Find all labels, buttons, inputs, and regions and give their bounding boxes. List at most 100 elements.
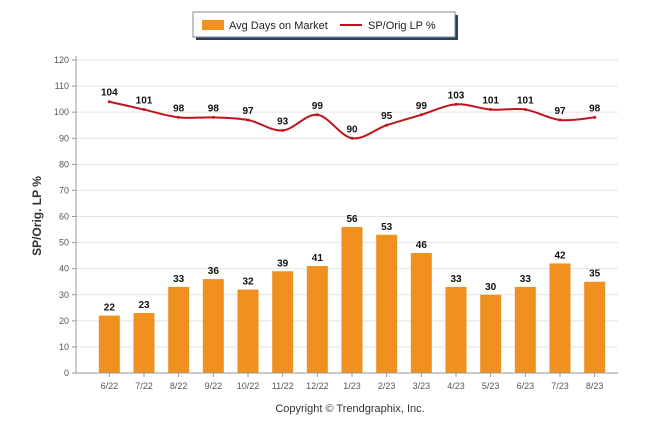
bar-value-label: 35 <box>589 269 601 280</box>
x-tick-label: 7/23 <box>551 381 569 391</box>
legend-box <box>192 11 456 38</box>
line-point <box>523 108 527 112</box>
line-layer <box>107 100 597 140</box>
bar <box>445 286 467 373</box>
x-tick-label: 9/22 <box>205 381 223 391</box>
legend: Avg Days on Market SP/Orig LP % <box>192 11 458 40</box>
y-tick-label: 50 <box>59 238 69 248</box>
line-point <box>489 108 493 112</box>
bar-value-label: 33 <box>520 274 532 285</box>
x-tick-label: 4/23 <box>447 381 465 391</box>
bar <box>514 286 536 373</box>
bar-value-label: 56 <box>346 214 358 225</box>
bar-value-label: 42 <box>554 250 566 261</box>
x-tick-label: 7/22 <box>135 381 153 391</box>
data-labels-layer: 22 23 33 36 32 39 41 56 53 46 33 30 33 42 35 104 101 98 98… <box>101 88 601 314</box>
line-point <box>454 102 458 106</box>
bar <box>306 266 328 373</box>
x-tick-label: 8/22 <box>170 381 188 391</box>
x-tick-label: 8/23 <box>586 381 604 391</box>
y-tick-label: 90 <box>59 133 69 143</box>
bar <box>341 226 363 373</box>
line-point <box>558 118 562 122</box>
bar-value-label: 46 <box>416 240 428 251</box>
bar <box>376 234 398 373</box>
x-tick-label: 11/22 <box>272 381 294 391</box>
x-tick-label: 2/23 <box>378 381 396 391</box>
line-value-label: 101 <box>517 96 534 107</box>
line-value-label: 97 <box>554 106 566 117</box>
bar-value-label: 32 <box>242 277 254 288</box>
bar <box>133 313 155 373</box>
bars-layer <box>98 226 606 373</box>
bar <box>584 281 606 373</box>
bar-value-label: 22 <box>104 303 116 314</box>
y-tick-label: 100 <box>54 107 69 117</box>
line-value-label: 101 <box>482 96 499 107</box>
copyright-text: Copyright © Trendgraphix, Inc. <box>275 403 424 415</box>
line-point <box>246 118 250 122</box>
x-tick-label: 6/23 <box>517 381 535 391</box>
line-value-label: 98 <box>173 103 185 114</box>
bar <box>410 253 432 373</box>
legend-swatch-bar <box>202 20 224 30</box>
line-value-label: 93 <box>277 116 289 127</box>
line-point <box>142 108 146 112</box>
line-value-label: 97 <box>242 106 254 117</box>
y-tick-label: 0 <box>64 368 69 378</box>
bar-value-label: 39 <box>277 258 289 269</box>
line-point <box>385 123 389 127</box>
y-tick-label: 110 <box>55 81 69 91</box>
line-point <box>315 113 319 117</box>
line-point <box>419 113 423 117</box>
x-tick-label: 6/22 <box>101 381 119 391</box>
y-tick-label: 120 <box>54 55 69 65</box>
y-tick-label: 80 <box>59 159 69 169</box>
legend-label-line: SP/Orig LP % <box>368 20 436 32</box>
line-value-label: 90 <box>346 124 358 135</box>
bar-value-label: 30 <box>485 282 497 293</box>
y-tick-label: 20 <box>59 316 69 326</box>
y-tick-label: 70 <box>59 185 69 195</box>
line-value-label: 104 <box>101 88 118 99</box>
line-value-label: 98 <box>208 103 220 114</box>
bar-value-label: 33 <box>173 274 185 285</box>
line-value-label: 98 <box>589 103 601 114</box>
bar <box>272 271 294 373</box>
bar-value-label: 41 <box>312 253 324 264</box>
bar <box>168 286 190 373</box>
y-tick-label: 10 <box>59 342 69 352</box>
x-tick-label: 3/23 <box>413 381 431 391</box>
line-value-label: 101 <box>136 96 153 107</box>
line-point <box>281 128 285 132</box>
bar-value-label: 53 <box>381 222 393 233</box>
bar <box>549 263 571 373</box>
bar-value-label: 33 <box>450 274 462 285</box>
bar-value-label: 23 <box>138 300 150 311</box>
x-tick-label: 10/22 <box>237 381 260 391</box>
line-point <box>177 115 181 119</box>
bar-value-label: 36 <box>208 266 220 277</box>
y-tick-label: 40 <box>59 264 69 274</box>
bar <box>98 315 120 373</box>
line-point <box>211 115 215 119</box>
bar <box>202 279 224 373</box>
y-axis-title: SP/Orig. LP % <box>30 176 44 256</box>
line-value-label: 99 <box>416 101 428 112</box>
line-point <box>593 115 597 119</box>
x-tick-label: 5/23 <box>482 381 500 391</box>
x-tick-labels: 6/22 7/22 8/22 9/22 10/22 11/22 12/22 1/23 2/23 3… <box>101 373 604 391</box>
line-value-label: 99 <box>312 101 324 112</box>
y-tick-label: 60 <box>59 212 69 222</box>
bar <box>480 294 502 373</box>
y-tick-labels: 0 10 20 30 40 50 60 70 80 90 100 110 120 <box>54 55 76 378</box>
y-tick-label: 30 <box>59 290 69 300</box>
line-value-label: 95 <box>381 111 393 122</box>
line-point <box>107 100 111 104</box>
bar <box>237 289 259 373</box>
x-tick-label: 1/23 <box>343 381 361 391</box>
line-point <box>350 136 354 140</box>
line-value-label: 103 <box>448 90 465 101</box>
x-tick-label: 12/22 <box>306 381 329 391</box>
